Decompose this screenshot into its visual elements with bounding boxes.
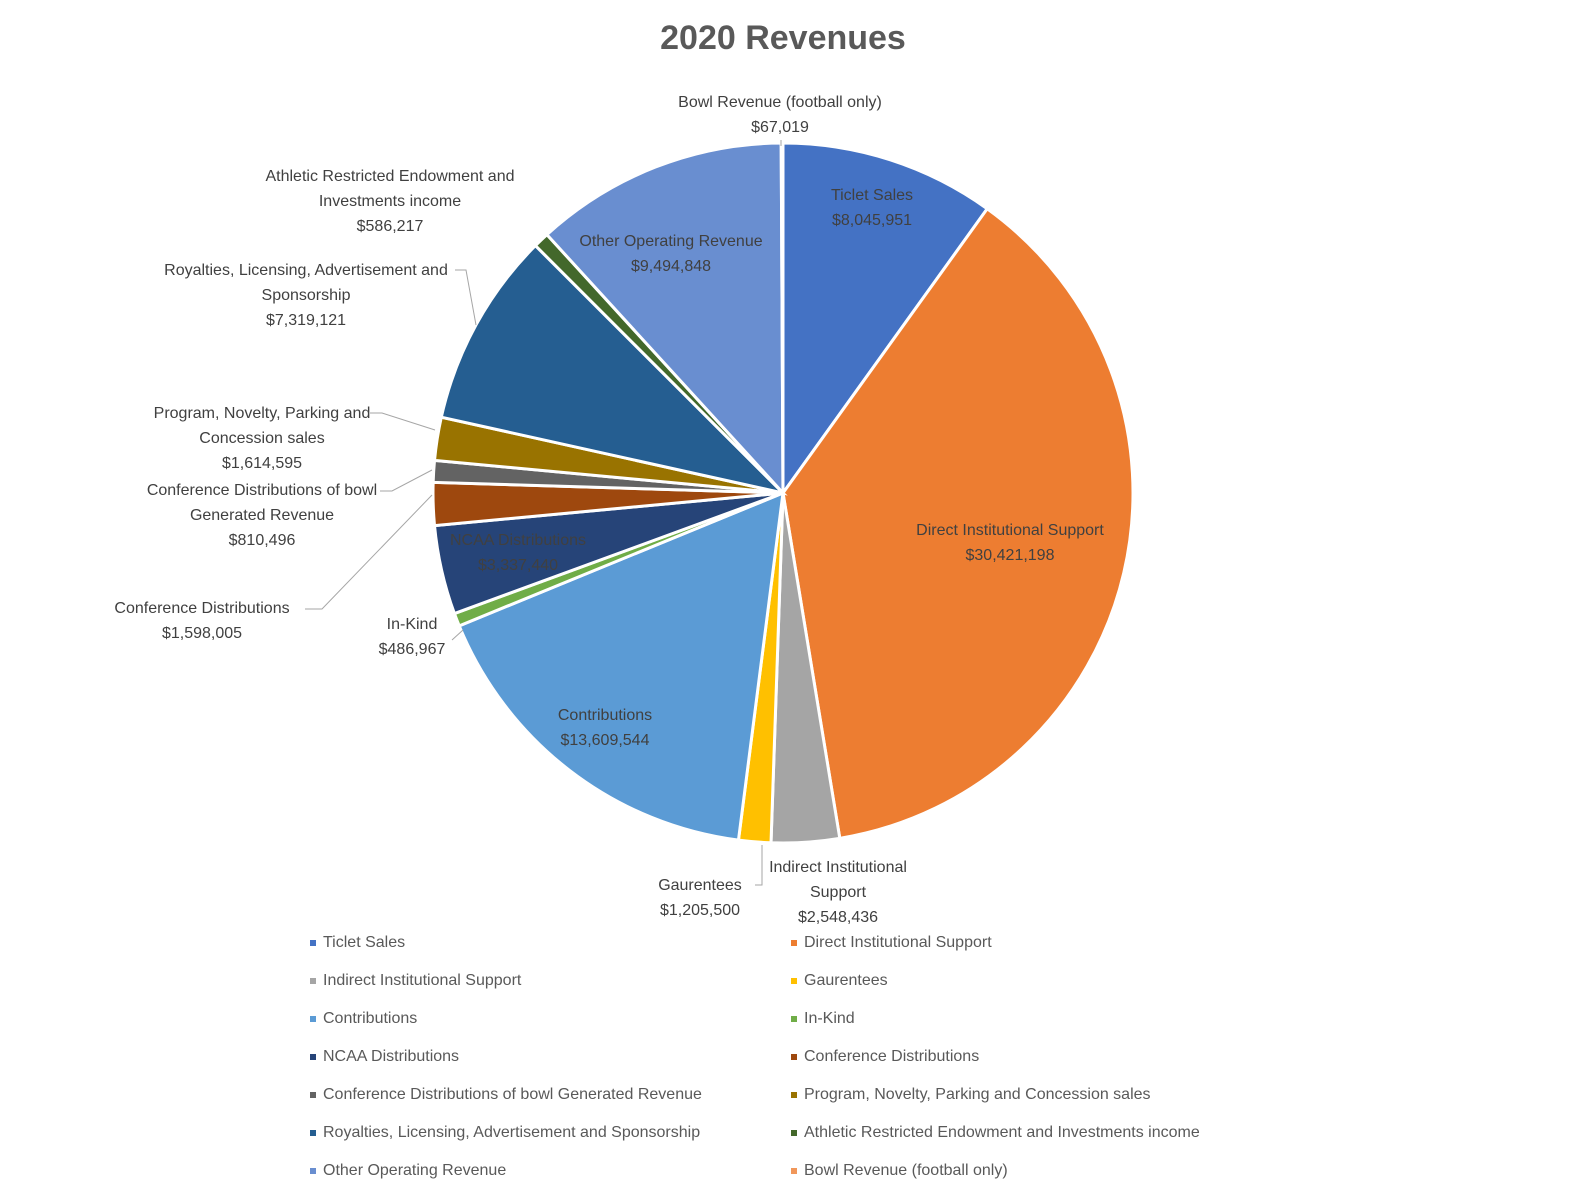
data-label-name: Athletic Restricted Endowment and Invest… — [265, 168, 515, 210]
legend-label: Ticlet Sales — [323, 934, 405, 951]
data-label-value: $13,609,544 — [560, 732, 650, 749]
leader-line — [305, 494, 433, 610]
data-label-name: Conference Distributions — [114, 600, 290, 617]
data-label: Conference Distributions of bowl Generat… — [137, 478, 387, 553]
legend-swatch — [791, 1168, 797, 1174]
data-label-value: $586,217 — [356, 218, 424, 235]
legend-swatch — [791, 1016, 797, 1022]
pie-slice — [781, 206, 1135, 841]
data-label-value: $2,548,436 — [797, 909, 879, 926]
data-label: Gaurentees $1,205,500 — [635, 873, 765, 923]
pie-slice — [457, 490, 785, 842]
legend-label: Gaurentees — [804, 972, 888, 989]
data-label-name: Contributions — [557, 707, 653, 724]
data-label: Contributions $13,609,544 — [520, 703, 690, 753]
legend-swatch — [310, 1092, 316, 1098]
data-label-value: $30,421,198 — [965, 547, 1055, 564]
legend-label: Other Operating Revenue — [323, 1162, 506, 1179]
leader-line — [755, 845, 763, 886]
legend-label: Bowl Revenue (football only) — [804, 1162, 1008, 1179]
data-label: Other Operating Revenue $9,494,848 — [556, 229, 786, 279]
legend-swatch — [791, 1092, 797, 1098]
data-label: In-Kind $486,967 — [362, 612, 462, 662]
data-label-value: $67,019 — [751, 119, 809, 136]
legend-swatch — [310, 1016, 316, 1022]
data-label: NCAA Distributions $3,337,440 — [428, 528, 608, 578]
data-label: Royalties, Licensing, Advertisement and … — [151, 258, 461, 333]
data-label: Bowl Revenue (football only) $67,019 — [640, 90, 920, 140]
legend-swatch — [791, 1130, 797, 1136]
leader-line — [370, 412, 436, 431]
data-label-name: Royalties, Licensing, Advertisement and … — [164, 262, 448, 304]
legend-swatch — [791, 978, 797, 984]
data-label-name: Program, Novelty, Parking and Concession… — [153, 405, 371, 447]
legend-label: Program, Novelty, Parking and Concession… — [804, 1086, 1151, 1103]
leader-line — [380, 469, 433, 492]
data-label-value: $3,337,440 — [477, 557, 559, 574]
data-label: Indirect Institutional Support $2,548,436 — [743, 855, 933, 930]
data-label-value: $9,494,848 — [630, 258, 712, 275]
data-label-name: In-Kind — [386, 616, 438, 633]
data-label-name: Conference Distributions of bowl Generat… — [146, 482, 378, 524]
leader-line — [455, 269, 477, 326]
data-label-name: Indirect Institutional Support — [769, 859, 907, 901]
legend-label: Direct Institutional Support — [804, 934, 992, 951]
data-label: Ticlet Sales $8,045,951 — [772, 183, 972, 233]
data-label-value: $1,205,500 — [659, 902, 741, 919]
legend-swatch — [310, 1054, 316, 1060]
legend-label: In-Kind — [804, 1010, 855, 1027]
data-label: Conference Distributions $1,598,005 — [82, 596, 322, 646]
data-label-name: NCAA Distributions — [449, 532, 587, 549]
data-label-name: Ticlet Sales — [830, 187, 914, 204]
legend-label: Conference Distributions — [804, 1048, 979, 1065]
chart-title: 2020 Revenues — [660, 19, 906, 57]
leader-line — [451, 629, 464, 641]
legend-swatch — [310, 1130, 316, 1136]
data-label-value: $810,496 — [228, 532, 296, 549]
pie-slice — [781, 141, 990, 498]
data-label: Direct Institutional Support $30,421,198 — [880, 518, 1140, 568]
data-label-value: $8,045,951 — [831, 212, 913, 229]
legend-label: Indirect Institutional Support — [323, 972, 522, 989]
data-label-value: $7,319,121 — [265, 312, 347, 329]
data-label-value: $486,967 — [378, 641, 446, 658]
data-label: Athletic Restricted Endowment and Invest… — [235, 164, 545, 239]
data-label-name: Other Operating Revenue — [579, 233, 763, 250]
legend-swatch — [791, 1054, 797, 1060]
legend-swatch — [310, 978, 316, 984]
data-label-name: Direct Institutional Support — [916, 522, 1104, 539]
legend-swatch — [310, 1168, 316, 1174]
legend-label: Athletic Restricted Endowment and Invest… — [804, 1124, 1200, 1141]
data-label: Program, Novelty, Parking and Concession… — [142, 401, 382, 476]
legend-swatch — [310, 940, 316, 946]
legend-label: Conference Distributions of bowl Generat… — [323, 1086, 702, 1103]
legend-swatch — [791, 940, 797, 946]
legend-label: Royalties, Licensing, Advertisement and … — [323, 1124, 700, 1141]
data-label-value: $1,614,595 — [221, 455, 303, 472]
legend-label: NCAA Distributions — [323, 1048, 459, 1065]
legend-label: Contributions — [323, 1010, 417, 1027]
pie-slice — [544, 141, 785, 497]
data-label-name: Bowl Revenue (football only) — [678, 94, 882, 111]
data-label-name: Gaurentees — [658, 877, 742, 894]
data-label-value: $1,598,005 — [161, 625, 243, 642]
